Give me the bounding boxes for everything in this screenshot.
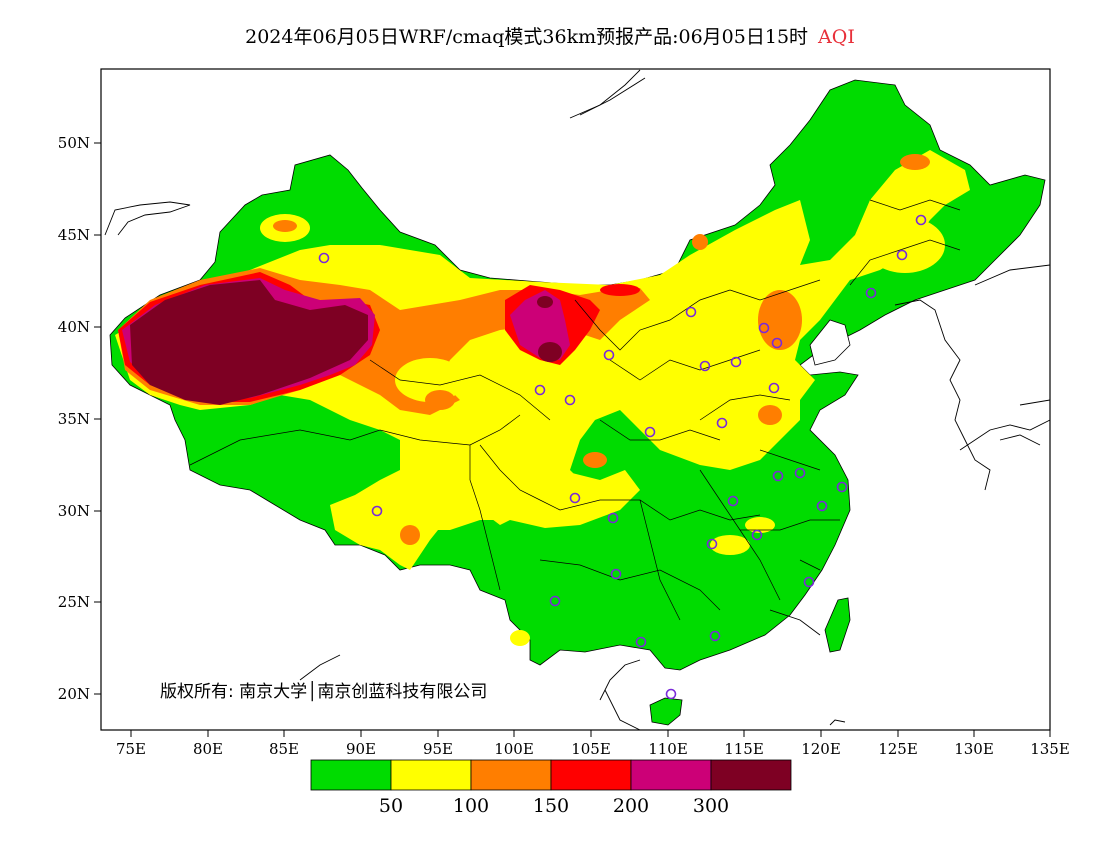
station-marker bbox=[318, 252, 330, 264]
aqi-patch-orange-8 bbox=[425, 390, 455, 410]
aqi-patch-maroon-2 bbox=[537, 296, 553, 308]
station-marker bbox=[371, 505, 383, 517]
aqi-patch-orange-5 bbox=[692, 234, 708, 250]
station-marker bbox=[794, 467, 806, 479]
station-marker bbox=[699, 360, 711, 372]
colorbar-swatch bbox=[550, 759, 632, 791]
hainan-island bbox=[649, 697, 683, 726]
station-marker bbox=[768, 382, 780, 394]
lat-tick-label: 50N bbox=[58, 134, 90, 152]
station-marker bbox=[665, 688, 677, 700]
station-marker bbox=[716, 417, 728, 429]
station-marker bbox=[771, 337, 783, 349]
aqi-patch-orange-1 bbox=[395, 358, 465, 402]
station-marker bbox=[803, 576, 815, 588]
station-marker bbox=[915, 214, 927, 226]
aqi-band-50-100-south bbox=[420, 470, 640, 530]
lat-tick-label: 35N bbox=[58, 410, 90, 428]
lon-tick-label: 110E bbox=[648, 740, 688, 758]
station-marker bbox=[730, 356, 742, 368]
lon-tick-label: 85E bbox=[269, 740, 299, 758]
station-marker bbox=[549, 595, 561, 607]
station-marker bbox=[564, 394, 576, 406]
lon-tick-label: 95E bbox=[423, 740, 453, 758]
taiwan-island bbox=[824, 597, 851, 653]
aqi-patch-south-1 bbox=[710, 535, 750, 555]
lon-tick-label: 135E bbox=[1030, 740, 1070, 758]
station-marker bbox=[709, 630, 721, 642]
province-boundaries bbox=[189, 199, 961, 621]
colorbar-label: 100 bbox=[453, 795, 489, 817]
station-marker bbox=[685, 306, 697, 318]
station-marker bbox=[610, 568, 622, 580]
station-markers bbox=[318, 214, 927, 700]
colorbar-label: 300 bbox=[693, 795, 729, 817]
bohai-sea bbox=[809, 319, 851, 366]
aqi-band-above-300 bbox=[130, 280, 368, 405]
aqi-patch-orange-7 bbox=[583, 452, 607, 468]
station-marker bbox=[758, 322, 770, 334]
aqi-patch-red-1 bbox=[600, 284, 640, 296]
lon-tick-label: 80E bbox=[193, 740, 223, 758]
station-marker bbox=[751, 529, 763, 541]
aqi-patch-south-2 bbox=[745, 517, 775, 533]
station-marker bbox=[772, 470, 784, 482]
station-marker bbox=[603, 349, 615, 361]
title-variable: AQI bbox=[818, 26, 855, 48]
colorbar-label: 150 bbox=[533, 795, 569, 817]
station-marker bbox=[706, 538, 718, 550]
colorbar: 50 100 150 200 300 bbox=[310, 759, 792, 817]
aqi-patch-orange-6 bbox=[400, 525, 420, 545]
map-frame bbox=[100, 68, 1051, 731]
lon-tick-label: 75E bbox=[116, 740, 146, 758]
copyright-text: 版权所有: 南京大学│南京创蓝科技有限公司 bbox=[160, 681, 487, 702]
map-title: 2024年06月05日WRF/cmaq模式36km预报产品:06月05日15时 A… bbox=[0, 22, 1100, 49]
lon-tick-label: 130E bbox=[954, 740, 994, 758]
lon-tick-label: 115E bbox=[724, 740, 764, 758]
lon-tick-label: 120E bbox=[801, 740, 841, 758]
lon-tick-label: 105E bbox=[571, 740, 611, 758]
station-marker bbox=[635, 636, 647, 648]
station-marker bbox=[569, 492, 581, 504]
station-marker bbox=[865, 287, 877, 299]
station-marker bbox=[836, 481, 848, 493]
colorbar-swatch bbox=[470, 759, 552, 791]
aqi-patch-maroon-1 bbox=[538, 342, 562, 362]
lon-axis: 75E 80E 85E 90E 95E 100E 105E 110E 115E … bbox=[116, 730, 1070, 758]
lat-tick-label: 30N bbox=[58, 502, 90, 520]
aqi-band-200-300-gobi bbox=[510, 290, 570, 360]
lat-tick-label: 25N bbox=[58, 593, 90, 611]
station-marker bbox=[644, 426, 656, 438]
colorbar-label: 50 bbox=[379, 795, 403, 817]
lon-tick-label: 125E bbox=[878, 740, 918, 758]
colorbar-swatch bbox=[630, 759, 712, 791]
station-marker bbox=[896, 249, 908, 261]
aqi-patch-south-3 bbox=[510, 630, 530, 646]
colorbar-swatch bbox=[710, 759, 792, 791]
aqi-patch-orange-2 bbox=[758, 290, 802, 350]
lat-axis: 50N 45N 40N 35N 30N 25N 20N bbox=[58, 134, 101, 703]
aqi-patch-orange-4 bbox=[900, 154, 930, 170]
aqi-patch-northeast-1 bbox=[865, 217, 945, 273]
aqi-field: 版权所有: 南京大学│南京创蓝科技有限公司 bbox=[104, 69, 1050, 730]
title-main: 2024年06月05日WRF/cmaq模式36km预报产品:06月05日15时 bbox=[245, 26, 809, 48]
aqi-patch-orange-3 bbox=[758, 405, 782, 425]
colorbar-swatch bbox=[390, 759, 472, 791]
neighbor-outlines bbox=[104, 69, 1050, 730]
station-marker bbox=[816, 500, 828, 512]
aqi-patch-orange-9 bbox=[273, 220, 297, 232]
station-marker bbox=[607, 512, 619, 524]
station-marker bbox=[727, 495, 739, 507]
lat-tick-label: 45N bbox=[58, 226, 90, 244]
colorbar-swatch bbox=[310, 759, 392, 791]
colorbar-label: 200 bbox=[613, 795, 649, 817]
station-marker bbox=[534, 384, 546, 396]
lat-tick-label: 40N bbox=[58, 318, 90, 336]
lat-tick-label: 20N bbox=[58, 685, 90, 703]
lon-tick-label: 90E bbox=[346, 740, 376, 758]
lon-tick-label: 100E bbox=[494, 740, 534, 758]
